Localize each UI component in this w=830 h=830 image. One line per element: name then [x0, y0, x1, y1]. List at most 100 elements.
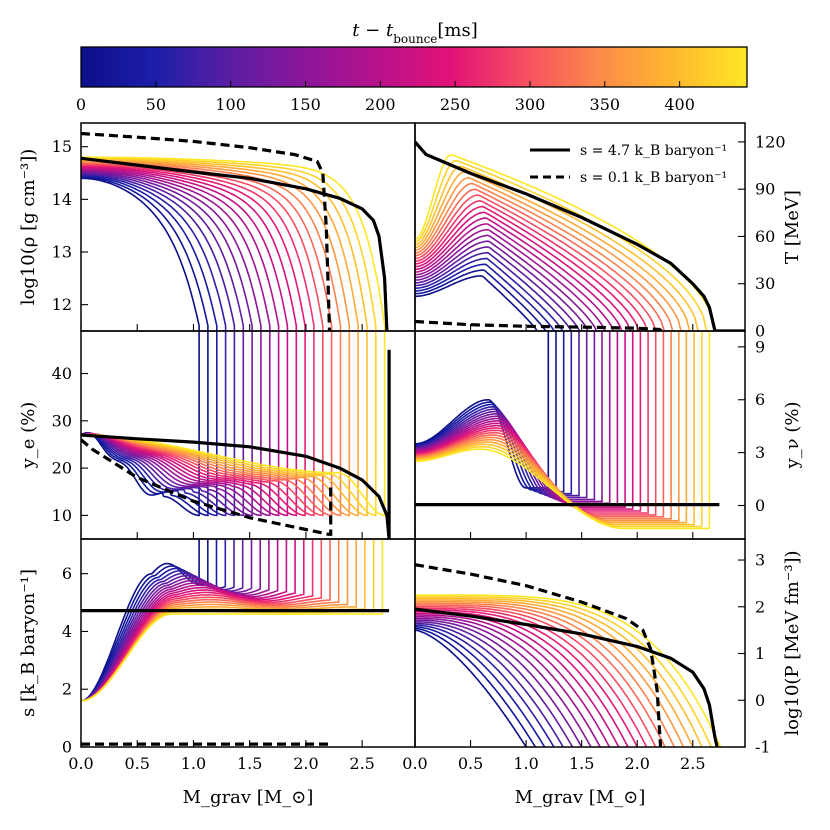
x-tick-label: 2.0 [293, 754, 318, 773]
time-profile-line [415, 331, 695, 526]
y-axis-label: y_e (%) [18, 402, 39, 470]
colorbar-tick-label: 50 [146, 95, 166, 114]
time-profile-line [81, 164, 315, 331]
time-profile-line [81, 331, 236, 517]
time-profile-line [81, 331, 386, 517]
time-profile-line [415, 194, 657, 331]
reference-line-dashed [415, 319, 663, 331]
plot-area [415, 140, 745, 331]
time-profile-line [415, 331, 649, 514]
x-tick-label: 1.0 [513, 754, 538, 773]
time-profile-line [415, 228, 606, 331]
time-profile-line [81, 158, 368, 331]
time-profile-line [81, 331, 253, 517]
time-profile-line [415, 594, 722, 747]
colorbar-tick-label: 400 [664, 95, 695, 114]
y-axis-label: T [MeV] [782, 190, 803, 264]
x-tick-label: 2.5 [349, 754, 374, 773]
time-profile-line [81, 159, 359, 331]
time-profile-line [81, 156, 386, 331]
time-profile-line [415, 223, 615, 331]
panel-frame [80, 122, 416, 332]
y-tick-label: 4 [62, 622, 72, 641]
reference-line-dashed [81, 131, 332, 331]
time-profile-line [81, 331, 227, 517]
y-tick-label: 120 [755, 132, 786, 151]
time-profile-line [415, 269, 547, 331]
y-tick-label: 10 [52, 506, 72, 525]
panel-temperature: 0 30 60 90 120 T [MeV] [414, 122, 803, 341]
reference-line-dashed [81, 438, 333, 536]
time-profile-line [415, 263, 555, 331]
y-tick-label: 60 [755, 227, 775, 246]
y-axis-label: s [k_B baryon⁻¹] [18, 569, 39, 717]
time-profile-line [81, 331, 209, 517]
time-profile-line [81, 171, 253, 331]
legend: s = 4.7 k_B baryon⁻¹ s = 0.1 k_B baryon⁻… [530, 143, 727, 186]
time-profile-line [81, 167, 289, 331]
time-profile-line [81, 172, 245, 331]
x-axis-label: M_grav [M_⊙] [515, 787, 646, 808]
time-profile-line [81, 331, 280, 517]
colorbar-gradient [80, 46, 748, 88]
time-profile-line [415, 331, 711, 530]
y-tick-label: 12 [52, 295, 72, 314]
time-profile-line [415, 621, 574, 747]
y-axis-label: log10(P [MeV fm⁻³]) [782, 550, 803, 735]
time-profile-line [81, 176, 209, 331]
time-profile-line [415, 627, 537, 747]
colorbar-title-unit: [ms] [437, 20, 477, 41]
time-profile-line [415, 199, 649, 331]
y-tick-label: 6 [62, 564, 72, 583]
time-profile-line [415, 604, 666, 747]
time-profile-line [81, 177, 200, 331]
time-profile-line [415, 240, 589, 331]
y-tick-label: 0 [755, 496, 765, 515]
time-profile-line [415, 629, 527, 747]
colorbar-title-main: t − t [352, 20, 394, 41]
x-tick-label: 0.5 [458, 754, 483, 773]
time-profile-line [415, 251, 572, 331]
x-axis-label: M_grav [M_⊙] [183, 787, 314, 808]
x-tick-label: 1.5 [569, 754, 594, 773]
time-profile-line [415, 597, 703, 747]
time-profile-line [415, 599, 694, 747]
time-profile-line [415, 617, 592, 747]
time-profile-line [81, 331, 324, 517]
y-tick-label: 3 [755, 443, 765, 462]
time-profile-line [415, 331, 596, 501]
x-tick-label: 0.0 [68, 754, 93, 773]
time-profile-line [415, 217, 623, 331]
colorbar-title: t − tbounce[ms] [352, 20, 478, 46]
reference-line-solid [415, 140, 745, 331]
time-profile-line [81, 160, 351, 331]
time-profile-line [81, 539, 305, 702]
time-profile-line [415, 596, 713, 747]
x-tick-label: 1.0 [181, 754, 206, 773]
y-tick-label: 2 [62, 680, 72, 699]
time-profile-line [81, 331, 368, 517]
time-profile-line [81, 331, 359, 517]
colorbar: t − tbounce[ms] 0 50 100 150 200 250 300 350 400 [76, 20, 748, 114]
legend-entry-dashed: s = 0.1 k_B baryon⁻¹ [580, 170, 727, 186]
y-tick-label: 40 [52, 364, 72, 383]
time-profile-line [415, 205, 640, 331]
y-tick-label: 20 [52, 459, 72, 478]
plot-area [81, 131, 389, 331]
time-profile-line [415, 331, 565, 493]
time-profile-line [415, 614, 611, 747]
time-profile-line [81, 331, 200, 517]
x-tick-label: 2.0 [624, 754, 649, 773]
time-profile-line [415, 275, 538, 331]
plot-area [415, 563, 722, 747]
time-profile-line [415, 619, 583, 747]
colorbar-tick-label: 350 [590, 95, 621, 114]
y-tick-label: 30 [52, 411, 72, 430]
time-profile-line [81, 539, 331, 702]
time-profile-line [81, 331, 271, 517]
time-profile-line [415, 331, 603, 503]
time-profile-line [81, 331, 245, 517]
y-tick-label: 0 [755, 691, 765, 710]
y-tick-label: 1 [755, 644, 765, 663]
